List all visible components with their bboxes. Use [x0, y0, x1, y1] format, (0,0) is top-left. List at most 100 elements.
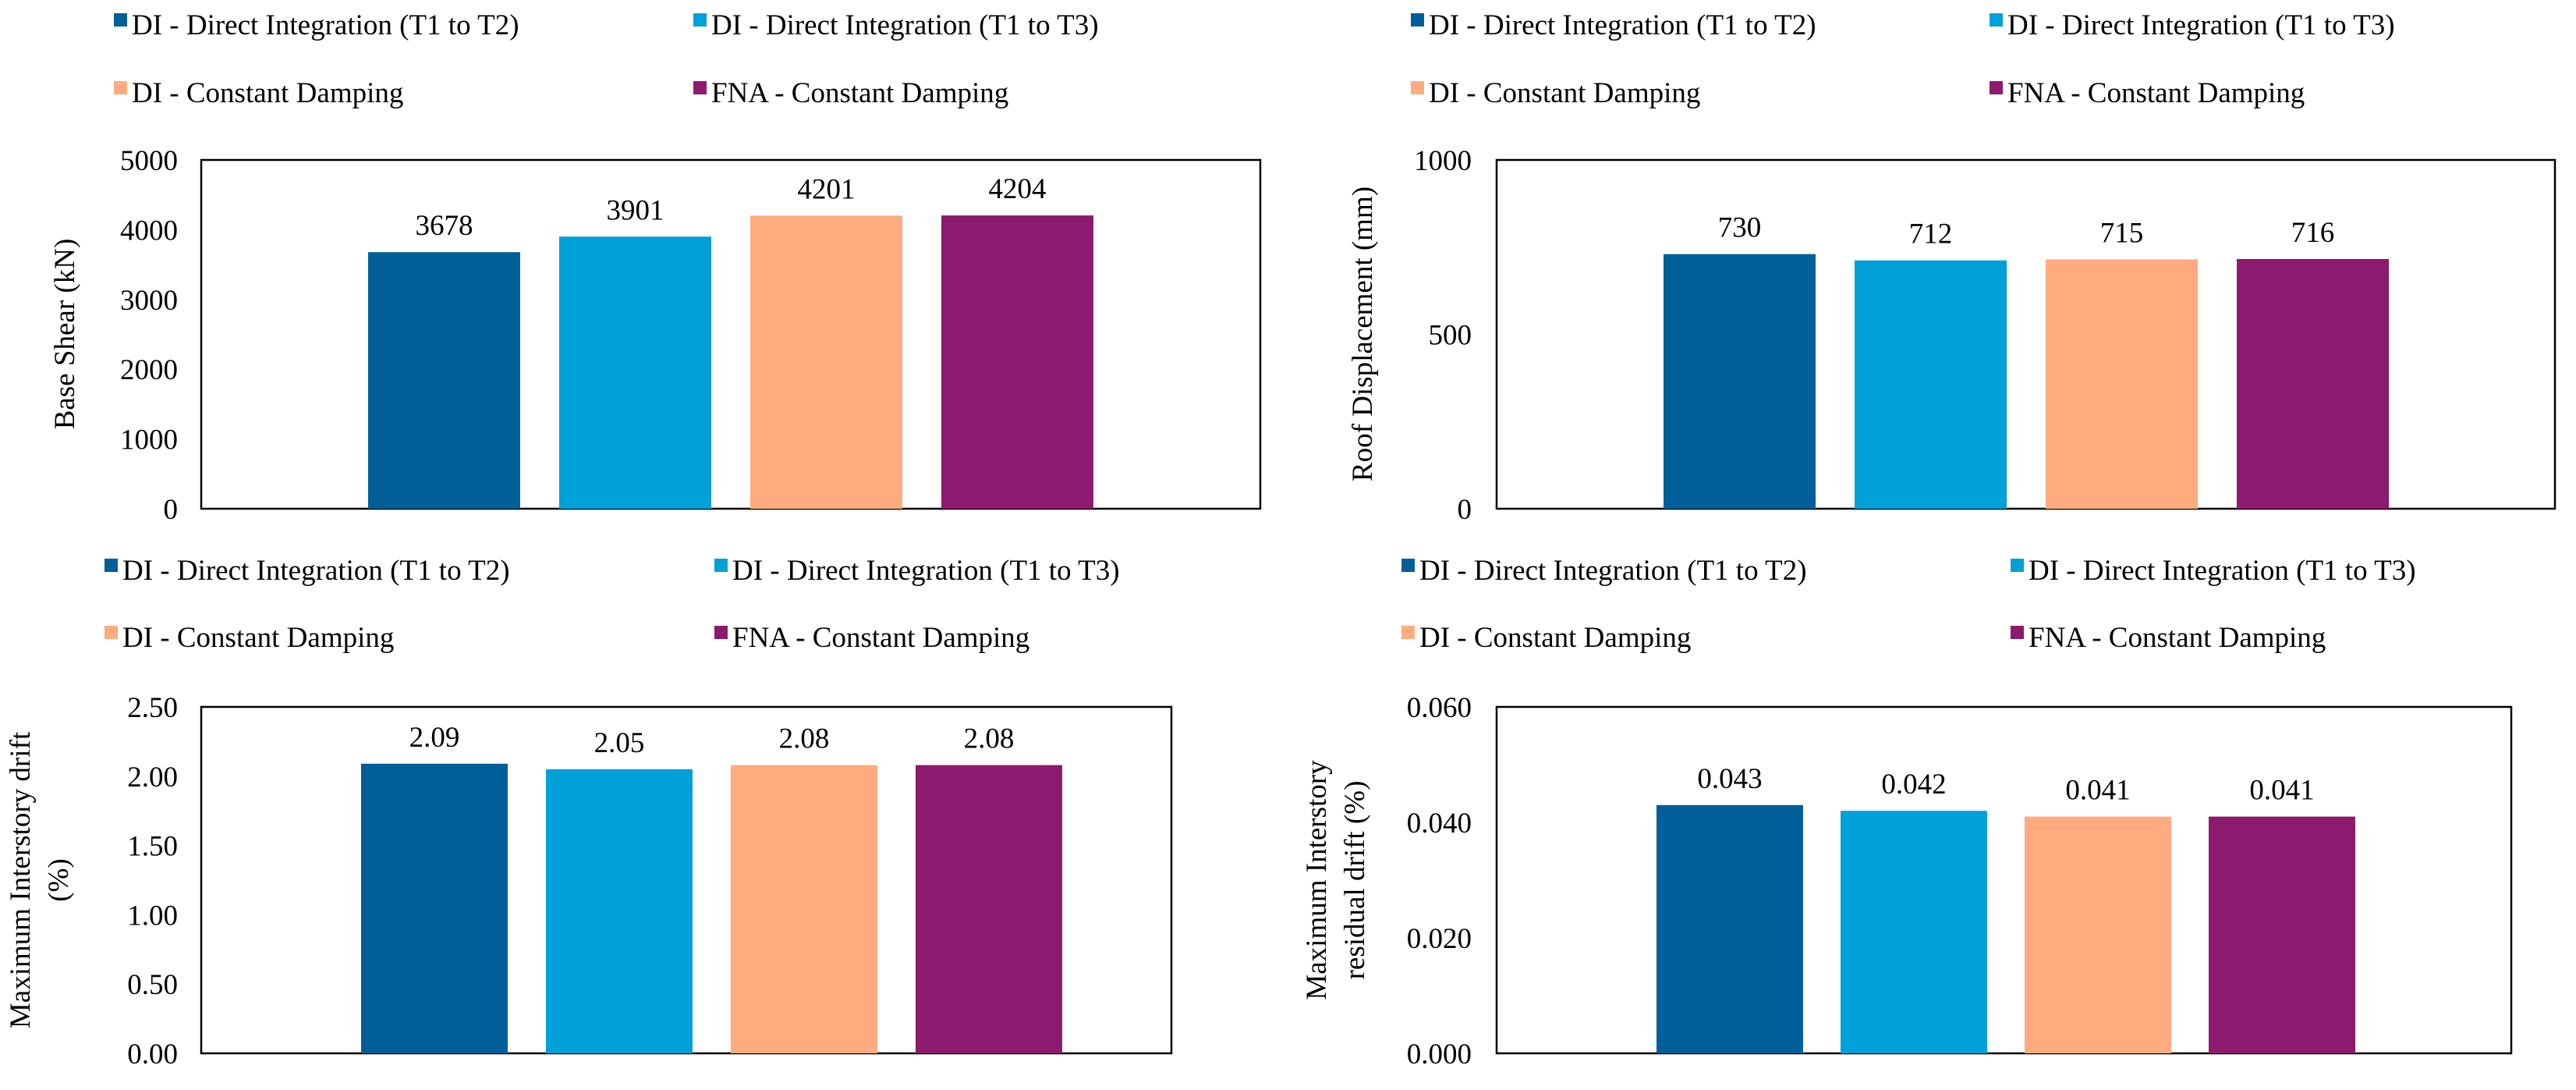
- y-tick-label: 0: [1458, 494, 1472, 526]
- bar: [916, 765, 1062, 1053]
- legend-swatch: [2011, 559, 2024, 572]
- legend: DI - Direct Integration (T1 to T2) DI - D…: [105, 555, 1120, 654]
- legend-swatch: [1990, 81, 2003, 94]
- y-tick-label: 500: [1429, 320, 1472, 352]
- legend-label: FNA - Constant Damping: [711, 77, 1008, 109]
- y-tick-label: 2.00: [127, 762, 178, 794]
- y-tick-label: 1.00: [127, 900, 178, 932]
- y-tick-label: 1000: [120, 424, 178, 456]
- legend-swatch: [114, 13, 127, 27]
- chart-panel-1: DI - Direct Integration (T1 to T2) DI - D…: [49, 9, 1262, 526]
- bar: [546, 769, 693, 1053]
- bar: [361, 763, 508, 1053]
- legend-label: DI - Constant Damping: [122, 622, 394, 654]
- legend-swatch: [105, 626, 118, 639]
- y-axis-label: Base Shear (kN): [49, 239, 81, 430]
- bar-value-label: 0.042: [1881, 769, 1946, 801]
- legend-label: DI - Direct Integration (T1 to T3): [732, 555, 1120, 587]
- y-tick-label: 0.000: [1407, 1039, 1472, 1070]
- legend-swatch: [714, 559, 728, 572]
- bar: [1657, 804, 1803, 1053]
- bar-value-label: 2.05: [594, 727, 645, 759]
- legend-label: FNA - Constant Damping: [2029, 622, 2326, 654]
- legend-swatch: [1411, 81, 1424, 94]
- legend-swatch: [1990, 13, 2003, 27]
- legend-label: FNA - Constant Damping: [2007, 77, 2305, 109]
- legend-label: DI - Direct Integration (T1 to T2): [1429, 9, 1816, 41]
- bar: [2237, 258, 2389, 509]
- legend-label: DI - Direct Integration (T1 to T2): [1419, 555, 1807, 587]
- bar-value-label: 3901: [607, 194, 664, 226]
- bar-value-label: 2.08: [779, 723, 830, 755]
- bar-value-label: 0.043: [1697, 763, 1762, 795]
- bar-value-label: 2.09: [409, 722, 460, 754]
- legend-swatch: [714, 626, 728, 639]
- bar: [750, 215, 902, 509]
- y-tick-label: 0: [164, 494, 179, 526]
- bar-value-label: 0.041: [2249, 775, 2314, 807]
- y-axis-label: (%): [43, 858, 75, 901]
- bar: [2046, 259, 2198, 509]
- legend-swatch: [2011, 626, 2024, 639]
- bar-value-label: 712: [1909, 218, 1953, 250]
- legend: DI - Direct Integration (T1 to T2) DI - D…: [1401, 555, 2416, 654]
- legend-label: DI - Direct Integration (T1 to T3): [711, 9, 1099, 41]
- bar-value-label: 2.08: [964, 723, 1015, 755]
- legend-label: DI - Constant Damping: [132, 77, 403, 109]
- bar-value-label: 4201: [798, 173, 856, 205]
- y-tick-label: 0.50: [127, 969, 178, 1001]
- bar: [2209, 816, 2355, 1053]
- bar: [2025, 816, 2171, 1053]
- bar-value-label: 3678: [416, 210, 473, 242]
- y-tick-label: 1000: [1414, 145, 1472, 177]
- y-tick-label: 3000: [120, 285, 178, 317]
- bar: [368, 252, 520, 509]
- y-tick-label: 0.00: [127, 1039, 178, 1070]
- bar: [559, 236, 711, 509]
- y-tick-label: 4000: [120, 215, 178, 247]
- y-tick-label: 5000: [120, 145, 178, 177]
- bar-value-label: 715: [2100, 217, 2144, 249]
- legend-swatch: [1401, 626, 1415, 639]
- chart-panel-4: DI - Direct Integration (T1 to T2) DI - D…: [1301, 555, 2513, 1070]
- legend-label: DI - Direct Integration (T1 to T3): [2007, 9, 2395, 41]
- legend-swatch: [693, 13, 707, 27]
- bar: [1841, 811, 1987, 1053]
- plot-area: [200, 158, 1262, 510]
- bar: [1855, 260, 2007, 509]
- legend-swatch: [114, 81, 127, 94]
- y-tick-label: 0.040: [1407, 808, 1472, 840]
- y-axis-label: residual drift (%): [1339, 781, 1371, 980]
- legend: DI - Direct Integration (T1 to T2) DI - D…: [1411, 9, 2395, 109]
- y-axis-label: Roof Displacement (mm): [1347, 186, 1379, 481]
- legend-swatch: [693, 81, 707, 94]
- y-tick-label: 2.50: [127, 692, 178, 724]
- chart-panel-3: DI - Direct Integration (T1 to T2) DI - D…: [5, 555, 1173, 1070]
- bar: [1664, 254, 1816, 509]
- bar-value-label: 716: [2291, 217, 2335, 249]
- bar-value-label: 4204: [989, 173, 1047, 205]
- legend-label: FNA - Constant Damping: [732, 622, 1029, 654]
- y-axis-label: Maximum Interstory drift: [5, 731, 37, 1028]
- legend-label: DI - Constant Damping: [1419, 622, 1691, 654]
- y-tick-label: 0.020: [1407, 923, 1472, 955]
- y-tick-label: 2000: [120, 354, 178, 386]
- legend-swatch: [105, 559, 118, 572]
- legend: DI - Direct Integration (T1 to T2) DI - D…: [114, 9, 1099, 109]
- bar: [731, 765, 877, 1053]
- y-axis-label: Maximum Interstory: [1301, 760, 1333, 1000]
- legend-label: DI - Constant Damping: [1429, 77, 1700, 109]
- legend-swatch: [1411, 13, 1424, 27]
- legend-label: DI - Direct Integration (T1 to T3): [2029, 555, 2416, 587]
- plot-area: [1495, 158, 2557, 510]
- chart-panel-2: DI - Direct Integration (T1 to T2) DI - D…: [1347, 9, 2557, 526]
- legend-swatch: [1401, 559, 1415, 572]
- legend-label: DI - Direct Integration (T1 to T2): [132, 9, 519, 41]
- bar-value-label: 730: [1718, 212, 1762, 244]
- plot-area: [1495, 705, 2513, 1055]
- y-tick-label: 0.060: [1407, 692, 1472, 724]
- bar-value-label: 0.041: [2065, 775, 2130, 807]
- y-tick-label: 1.50: [127, 831, 178, 863]
